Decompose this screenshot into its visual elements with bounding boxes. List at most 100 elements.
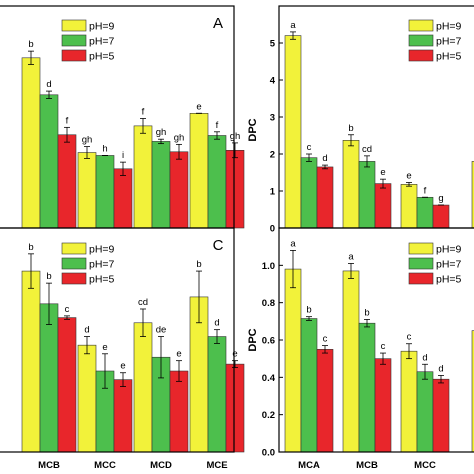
- legend-entry: pH=7: [89, 36, 115, 48]
- data-label: gh: [156, 127, 167, 138]
- category-label: MCC: [94, 460, 116, 471]
- legend: pH=9 pH=7 pH=5: [408, 242, 462, 286]
- y-tick-label: 5: [270, 39, 276, 50]
- y-tick-label: 0: [270, 224, 275, 235]
- data-label: d: [322, 153, 327, 164]
- data-label: d: [438, 363, 443, 374]
- y-tick-label: 3: [270, 113, 275, 124]
- bar: [113, 379, 133, 453]
- bar: [358, 322, 376, 453]
- data-label: cd: [138, 297, 148, 308]
- data-label: gh: [82, 135, 93, 146]
- bar: [225, 150, 245, 229]
- legend-entry: pH=5: [89, 51, 115, 63]
- legend-swatch: [61, 34, 87, 47]
- bar: [400, 184, 418, 229]
- data-label: f: [66, 115, 69, 126]
- bar: [21, 270, 41, 453]
- data-label: d: [46, 79, 51, 90]
- data-label: c: [407, 332, 412, 343]
- bar: [432, 204, 450, 229]
- category-label: MCA: [298, 460, 320, 471]
- bars: [21, 270, 245, 453]
- bars: [284, 35, 450, 229]
- bar: [358, 161, 376, 229]
- legend-swatch: [408, 272, 434, 285]
- data-label: d: [214, 318, 219, 329]
- y-tick-label: 4: [270, 76, 276, 87]
- bar: [207, 135, 227, 229]
- legend: pH=9 pH=7 pH=5: [61, 19, 115, 63]
- legend-swatch: [408, 242, 434, 255]
- legend-swatch: [61, 49, 87, 62]
- y-tick-label: 0.8: [262, 298, 275, 309]
- legend: pH=9 pH=7 pH=5: [61, 242, 115, 286]
- data-label: d: [422, 352, 427, 363]
- bar: [374, 183, 392, 229]
- bar: [342, 140, 360, 229]
- bar: [169, 370, 189, 453]
- y-tick-label: 0.4: [262, 373, 276, 384]
- data-label: e: [120, 361, 125, 372]
- data-label: a: [290, 20, 296, 31]
- bar: [416, 196, 434, 229]
- error-bars: [290, 249, 444, 384]
- data-label: f: [424, 185, 427, 196]
- panel-c-letter: C: [213, 237, 224, 254]
- legend-entry: pH=5: [436, 274, 462, 286]
- data-label: gh: [230, 131, 241, 142]
- data-label: gh: [174, 132, 185, 143]
- category-label: MCC: [414, 460, 436, 471]
- legend-entry: pH=7: [436, 259, 462, 271]
- error-bars: [290, 31, 444, 206]
- legend-swatch: [408, 49, 434, 62]
- legend-entry: pH=9: [89, 244, 115, 256]
- y-tick-label: 2: [270, 150, 275, 161]
- y-tick-label: 0.2: [262, 410, 275, 421]
- data-label: b: [28, 39, 33, 50]
- legend-entry: pH=9: [436, 244, 462, 256]
- y-tick-label: 1: [270, 187, 276, 198]
- data-label: b: [364, 307, 369, 318]
- data-label: e: [232, 349, 237, 360]
- bar: [284, 35, 302, 229]
- legend: pH=9 pH=7 pH=5: [408, 19, 462, 63]
- bar: [342, 270, 360, 453]
- data-label: b: [196, 259, 201, 270]
- bar: [471, 330, 474, 453]
- bar: [169, 151, 189, 229]
- bar: [432, 378, 450, 453]
- data-label: g: [438, 193, 443, 204]
- bar: [151, 141, 171, 229]
- bar: [39, 303, 59, 453]
- bar: [300, 157, 318, 229]
- y-tick-label: 0.0: [262, 448, 275, 459]
- data-label: cd: [362, 144, 372, 155]
- data-label: b: [306, 305, 311, 316]
- bar: [316, 349, 334, 453]
- bar: [225, 363, 245, 453]
- data-label: e: [102, 342, 107, 353]
- bar: [57, 134, 77, 229]
- panel-c-frame: [0, 227, 235, 453]
- legend-entry: pH=7: [436, 36, 462, 48]
- data-label: f: [142, 106, 145, 117]
- category-label: MCE: [206, 460, 227, 471]
- legend-entry: pH=5: [436, 51, 462, 63]
- legend-swatch: [408, 19, 434, 32]
- category-label: MCB: [38, 460, 60, 471]
- bar: [95, 155, 115, 229]
- data-label: b: [46, 271, 51, 282]
- bar: [39, 94, 59, 229]
- bar: [316, 166, 334, 229]
- legend-swatch: [408, 257, 434, 270]
- data-label: c: [65, 304, 70, 315]
